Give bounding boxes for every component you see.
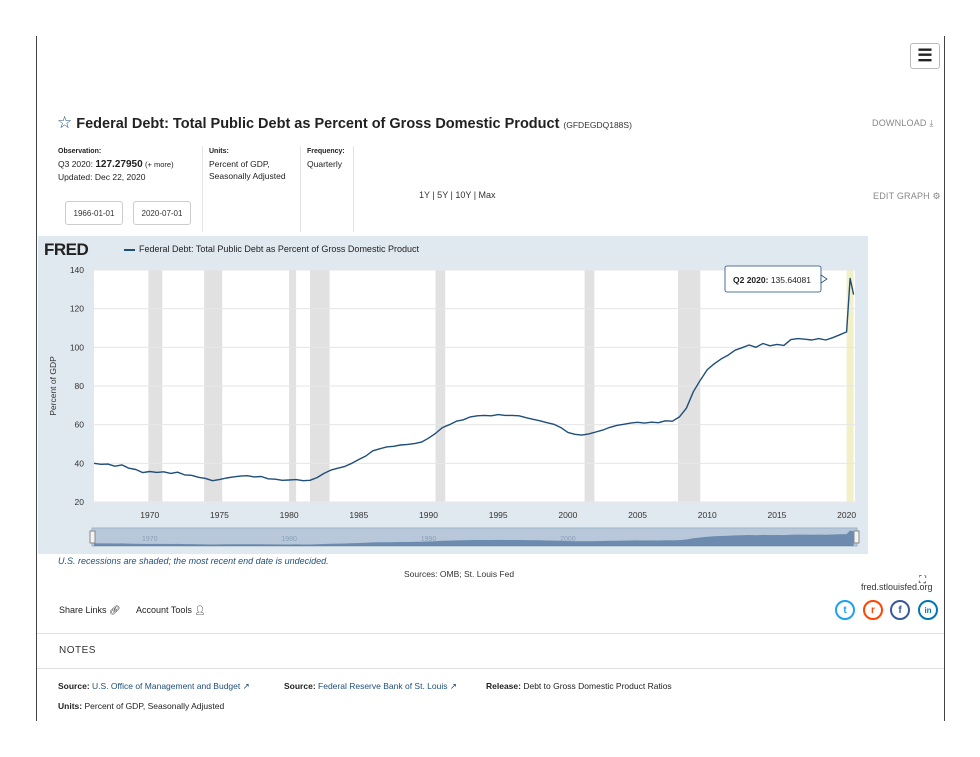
- legend-swatch: [124, 249, 135, 251]
- meta-divider: [202, 146, 203, 232]
- facebook-icon[interactable]: f: [890, 600, 910, 620]
- page-border-right: [944, 36, 945, 721]
- y-tick-label: 60: [75, 420, 85, 430]
- source-2: Source: Federal Reserve Bank of St. Loui…: [284, 681, 457, 691]
- star-icon[interactable]: ☆: [57, 113, 73, 132]
- x-tick-label: 1980: [280, 510, 299, 520]
- page-border-left: [36, 36, 37, 721]
- navigator-handle-right[interactable]: [853, 530, 860, 544]
- x-tick-label: 1975: [210, 510, 229, 520]
- series-id: (GFDEGDQ188S): [563, 120, 632, 130]
- x-tick-label: 2015: [767, 510, 786, 520]
- observation-label: Observation:: [58, 148, 102, 155]
- tooltip-pointer: [820, 274, 828, 284]
- y-axis-label: Percent of GDP: [48, 356, 58, 416]
- recession-note: U.S. recessions are shaded; the most rec…: [58, 556, 329, 566]
- external-link-icon: ↗: [242, 681, 250, 691]
- release-value: Debt to Gross Domestic Product Ratios: [523, 681, 672, 691]
- hamburger-menu-button[interactable]: ☰: [910, 43, 940, 69]
- navigator-label: 1990: [421, 536, 437, 543]
- fred-logo: FRED: [44, 240, 89, 259]
- account-tools-button[interactable]: Account Tools 👤︎: [136, 605, 206, 615]
- source-link-stlfed[interactable]: Federal Reserve Bank of St. Louis: [318, 681, 448, 691]
- fred-url: fred.stlouisfed.org: [861, 582, 933, 592]
- y-tick-label: 100: [70, 342, 84, 352]
- range-selector[interactable]: 1Y | 5Y | 10Y | Max: [419, 190, 496, 200]
- tooltip-text: Q2 2020: 135.64081: [733, 275, 811, 285]
- frequency-block: Frequency: Quarterly: [307, 146, 345, 170]
- x-tick-label: 1970: [140, 510, 159, 520]
- meta-divider: [353, 146, 354, 232]
- twitter-icon[interactable]: t: [835, 600, 855, 620]
- menu-icon: ☰: [917, 46, 933, 65]
- end-date-input[interactable]: 2020-07-01: [133, 201, 191, 225]
- linkedin-icon[interactable]: in: [918, 600, 938, 620]
- units-line1: Percent of GDP,: [209, 159, 270, 169]
- chart-sources: Sources: OMB; St. Louis Fed: [404, 569, 515, 579]
- x-tick-label: 1985: [349, 510, 368, 520]
- frequency-value: Quarterly: [307, 159, 342, 169]
- y-tick-label: 20: [75, 497, 85, 507]
- navigator-series: [94, 530, 854, 546]
- download-button[interactable]: DOWNLOAD ⤓: [872, 118, 934, 128]
- observation-period: Q3 2020:: [58, 159, 93, 169]
- fullscreen-icon[interactable]: ⛶: [919, 575, 926, 586]
- navigator-label: 1970: [142, 536, 158, 543]
- y-tick-label: 80: [75, 381, 85, 391]
- download-icon: ⤓: [929, 118, 934, 128]
- x-tick-label: 2010: [698, 510, 717, 520]
- y-tick-label: 140: [70, 265, 84, 275]
- frequency-label: Frequency:: [307, 148, 345, 155]
- reddit-icon[interactable]: r: [863, 600, 883, 620]
- gear-icon: ⚙: [932, 191, 941, 201]
- units-block: Units: Percent of GDP, Seasonally Adjust…: [209, 146, 286, 182]
- edit-graph-button[interactable]: EDIT GRAPH ⚙: [873, 191, 941, 201]
- x-tick-label: 1990: [419, 510, 438, 520]
- y-tick-label: 120: [70, 304, 84, 314]
- x-tick-label: 1995: [489, 510, 508, 520]
- meta-divider: [300, 146, 301, 232]
- navigator-handle-left[interactable]: [89, 530, 96, 544]
- source-link-omb[interactable]: U.S. Office of Management and Budget: [92, 681, 241, 691]
- navigator-label: 1980: [281, 536, 297, 543]
- user-icon: 👤︎: [194, 605, 206, 615]
- series-title-row: ☆ Federal Debt: Total Public Debt as Per…: [57, 113, 632, 133]
- share-links-button[interactable]: Share Links 🔗︎: [59, 605, 121, 615]
- units-line2: Seasonally Adjusted: [209, 171, 286, 181]
- start-date-input[interactable]: 1966-01-01: [65, 201, 123, 225]
- y-tick-label: 40: [75, 458, 85, 468]
- units-label: Units:: [209, 148, 229, 155]
- x-tick-label: 2020: [837, 510, 856, 520]
- observation-block: Observation: Q3 2020: 127.27950 (+ more)…: [58, 146, 174, 183]
- series-line[interactable]: [93, 277, 855, 482]
- link-icon: 🔗︎: [109, 605, 121, 615]
- notes-units-value: Percent of GDP, Seasonally Adjusted: [84, 701, 225, 711]
- divider: [37, 668, 944, 669]
- notes-units-line: Units: Percent of GDP, Seasonally Adjust…: [58, 701, 225, 711]
- divider: [37, 633, 944, 634]
- chart-legend: Federal Debt: Total Public Debt as Perce…: [139, 244, 419, 254]
- notes-heading: NOTES: [59, 645, 96, 656]
- x-tick-label: 2000: [558, 510, 577, 520]
- updated-date: Updated: Dec 22, 2020: [58, 172, 146, 182]
- observation-more-link[interactable]: (+ more): [145, 160, 174, 169]
- release-line: Release: Debt to Gross Domestic Product …: [486, 681, 672, 691]
- page-title: Federal Debt: Total Public Debt as Perce…: [76, 116, 560, 132]
- navigator-label: 2000: [560, 536, 576, 543]
- observation-value: 127.27950: [95, 159, 143, 170]
- external-link-icon: ↗: [449, 681, 457, 691]
- source-1: Source: U.S. Office of Management and Bu…: [58, 681, 250, 691]
- x-tick-label: 2005: [628, 510, 647, 520]
